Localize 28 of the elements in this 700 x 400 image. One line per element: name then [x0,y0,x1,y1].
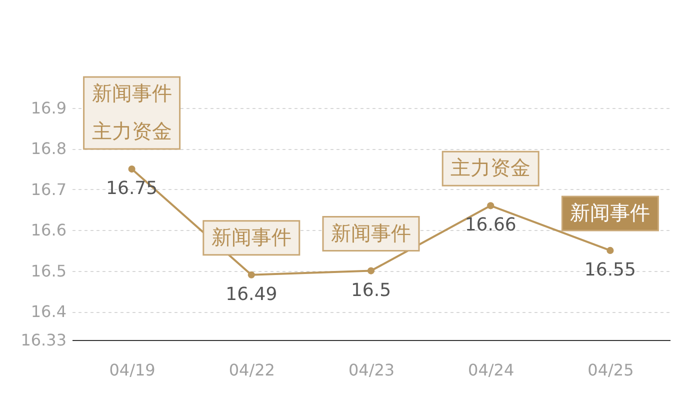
x-tick-label: 04/22 [228,360,275,380]
y-tick-label: 16.9 [30,98,66,118]
data-label: 16.55 [584,259,636,280]
y-tick-label: 16.8 [30,139,66,158]
y-tick-label: 16.4 [30,302,66,322]
data-label: 16.75 [106,178,158,200]
point [487,202,494,210]
point [128,166,136,173]
y-tick-label: 16.5 [30,261,66,280]
data-label: 16.49 [226,284,278,305]
point [248,271,255,278]
annotation: 新闻事件 [211,224,292,249]
point [367,267,375,274]
annotation: 新闻事件 [331,220,411,245]
point [606,246,614,254]
y-tick-label: 16.6 [30,220,66,240]
x-tick-label: 04/24 [468,360,514,380]
data-label: 16.66 [464,214,516,236]
x-tick-label: 04/23 [348,360,395,380]
y-tick-label: 16.7 [30,180,66,199]
y-tick-label: 16.33 [20,330,66,350]
annotation: 新闻事件 [570,200,650,224]
text: 新闻事件 [92,81,172,106]
x-tick-label: 04/25 [588,360,634,380]
data-label: 16.5 [350,280,392,301]
annotation: 主力资金 [450,156,531,180]
annotation: 主力资金 [92,119,172,144]
x-tick-label: 04/19 [109,360,156,380]
